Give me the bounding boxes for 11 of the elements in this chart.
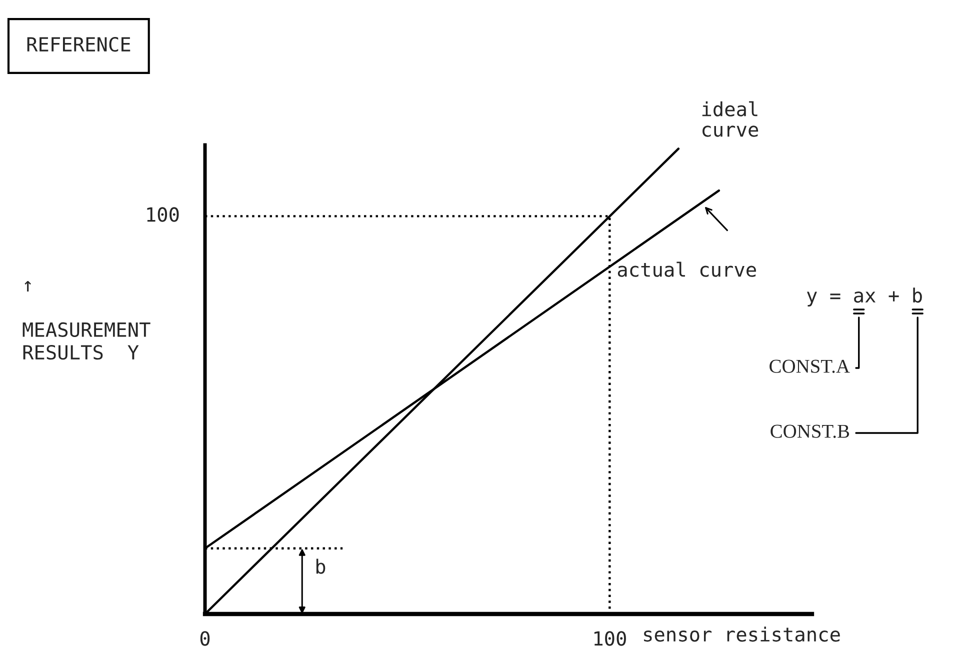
annotation: CONST.A [770,360,850,373]
chart-title: REFERENCE [27,36,130,52]
annotation: 100 [147,207,179,222]
annotation: CONST.B [770,424,850,438]
x-axis-title: sensor resistance [644,626,840,642]
x-tick-label: 0 [200,631,210,646]
annotation: b [316,558,326,574]
annotation: y = ax + b [806,288,922,306]
annotation: ideal curve [702,101,758,137]
annotation: actual curve [618,262,756,277]
text: ↑ MEASUREMENT RESULTS Y [22,281,150,360]
